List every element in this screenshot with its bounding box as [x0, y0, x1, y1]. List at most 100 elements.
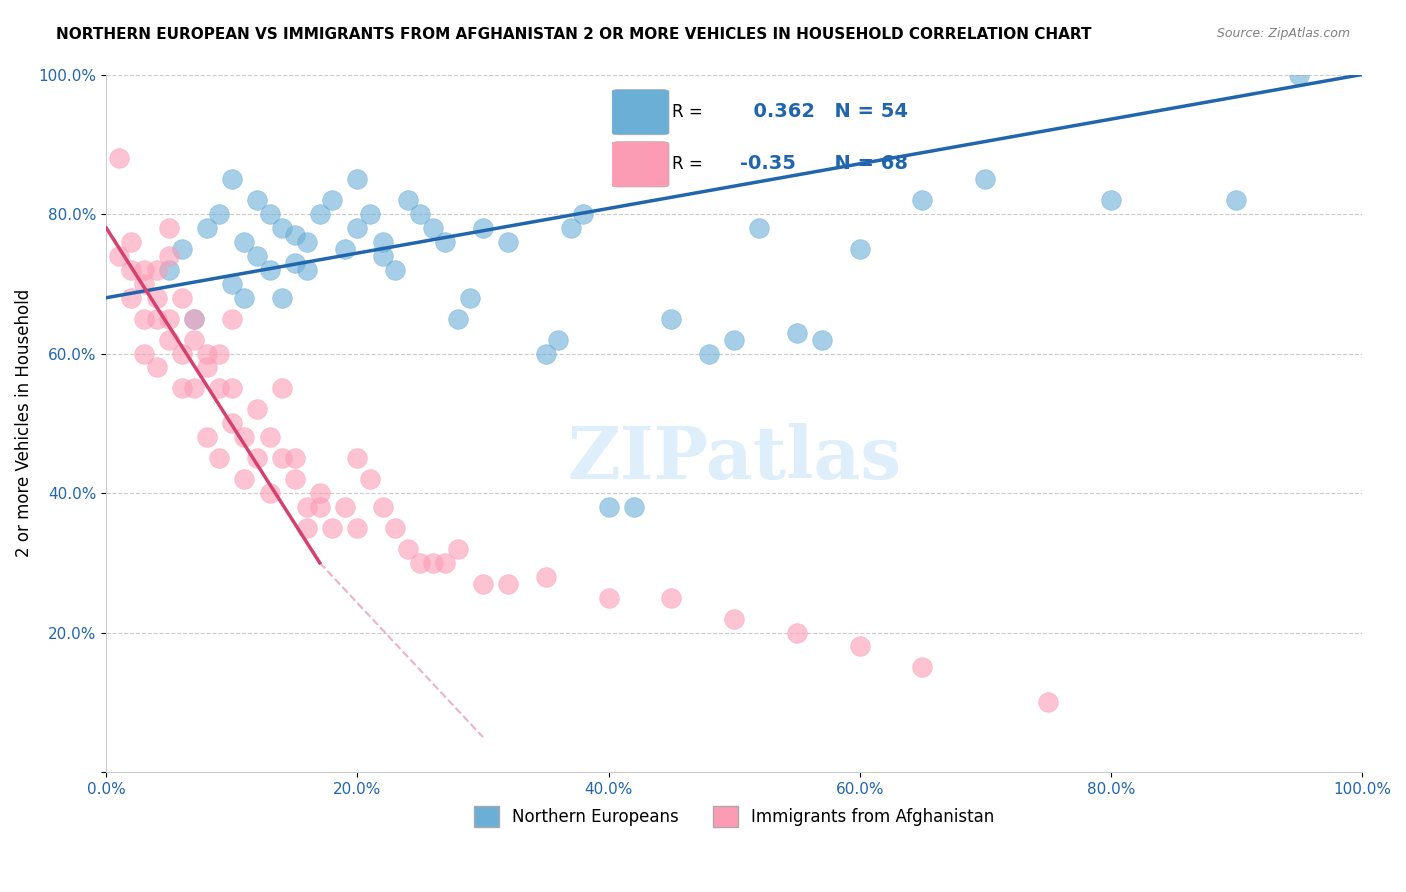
Point [221, 277, 243, 291]
Point [786, 326, 808, 340]
Point [195, 430, 218, 444]
Point [1036, 695, 1059, 709]
Point [157, 221, 180, 235]
Point [221, 172, 243, 186]
Point [221, 417, 243, 431]
Point [145, 311, 167, 326]
Point [284, 256, 307, 270]
Point [259, 207, 281, 221]
FancyBboxPatch shape [612, 142, 669, 187]
Point [396, 541, 419, 556]
Point [120, 291, 142, 305]
Text: R =: R = [672, 155, 703, 173]
Point [1099, 193, 1122, 207]
Point [974, 172, 997, 186]
Point [120, 262, 142, 277]
Point [346, 172, 368, 186]
Point [284, 227, 307, 242]
Text: Source: ZipAtlas.com: Source: ZipAtlas.com [1216, 27, 1350, 40]
Point [132, 311, 155, 326]
Point [384, 262, 406, 277]
Point [333, 242, 356, 256]
Point [208, 381, 231, 395]
Point [145, 291, 167, 305]
Point [409, 207, 432, 221]
Text: 0.362: 0.362 [740, 102, 815, 121]
Point [271, 381, 294, 395]
Point [246, 249, 269, 263]
Point [346, 451, 368, 466]
Point [259, 486, 281, 500]
Point [723, 611, 745, 625]
Point [132, 346, 155, 360]
Text: -0.35: -0.35 [740, 154, 796, 173]
Point [170, 346, 193, 360]
Point [271, 291, 294, 305]
Point [697, 346, 720, 360]
Point [560, 221, 582, 235]
Point [208, 451, 231, 466]
Point [221, 381, 243, 395]
Point [132, 277, 155, 291]
Point [284, 451, 307, 466]
Point [333, 500, 356, 514]
Point [259, 430, 281, 444]
Point [1225, 193, 1247, 207]
Point [271, 451, 294, 466]
Point [447, 311, 470, 326]
Point [157, 333, 180, 347]
Point [848, 640, 870, 654]
Point [496, 576, 519, 591]
Point [271, 221, 294, 235]
Point [120, 235, 142, 249]
Point [308, 207, 330, 221]
Point [422, 556, 444, 570]
Point [623, 500, 645, 514]
Point [295, 262, 318, 277]
Point [145, 262, 167, 277]
Point [183, 311, 205, 326]
Point [911, 660, 934, 674]
Point [246, 451, 269, 466]
Point [295, 235, 318, 249]
Point [472, 221, 495, 235]
Point [447, 541, 470, 556]
Point [572, 207, 595, 221]
Point [183, 311, 205, 326]
Point [346, 221, 368, 235]
Point [183, 381, 205, 395]
Point [208, 346, 231, 360]
Text: N = 68: N = 68 [821, 154, 908, 173]
Point [321, 521, 343, 535]
Point [547, 333, 569, 347]
Point [108, 151, 131, 165]
Point [911, 193, 934, 207]
Point [157, 311, 180, 326]
Point [359, 472, 381, 486]
Point [659, 311, 682, 326]
Point [472, 576, 495, 591]
Point [460, 291, 482, 305]
Point [534, 570, 557, 584]
Point [157, 249, 180, 263]
Point [371, 500, 394, 514]
Point [246, 402, 269, 417]
Point [145, 360, 167, 375]
Point [371, 249, 394, 263]
Point [132, 262, 155, 277]
Point [108, 249, 131, 263]
Legend: Northern Europeans, Immigrants from Afghanistan: Northern Europeans, Immigrants from Afgh… [467, 800, 1001, 833]
Text: NORTHERN EUROPEAN VS IMMIGRANTS FROM AFGHANISTAN 2 OR MORE VEHICLES IN HOUSEHOLD: NORTHERN EUROPEAN VS IMMIGRANTS FROM AFG… [56, 27, 1091, 42]
Text: R =: R = [672, 103, 703, 120]
Point [848, 242, 870, 256]
Point [233, 430, 256, 444]
Point [221, 311, 243, 326]
Point [359, 207, 381, 221]
Point [496, 235, 519, 249]
Point [183, 333, 205, 347]
Point [434, 235, 457, 249]
FancyBboxPatch shape [612, 89, 669, 135]
Text: N = 54: N = 54 [821, 102, 908, 121]
Point [434, 556, 457, 570]
Point [598, 591, 620, 605]
